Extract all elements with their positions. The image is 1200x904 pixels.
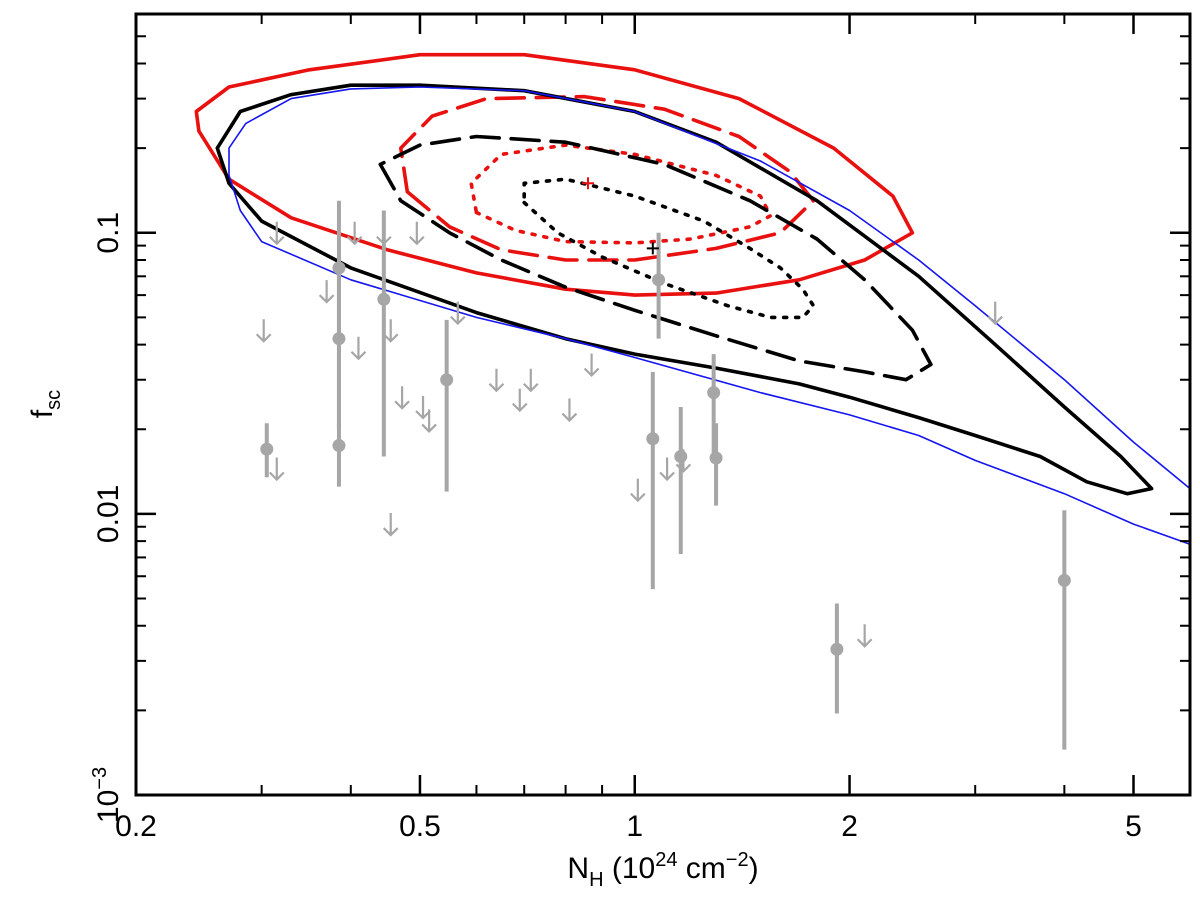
upper-limit-arrow-19 <box>583 353 600 378</box>
best-fit-marker-1 <box>582 177 595 190</box>
detection-point-12 <box>830 642 844 656</box>
red-contour-3-solid <box>194 52 915 297</box>
upper-limit-arrow-14 <box>450 301 466 326</box>
y-tick-label-2: 0.01 <box>92 485 125 543</box>
x-axis-title-pre: (10 <box>604 852 656 885</box>
upper-limit-arrow-8 <box>382 319 399 343</box>
red-contour-1-dotted <box>469 143 773 245</box>
upper-limit-arrow-21 <box>659 457 675 482</box>
y-axis-title-base: f <box>26 409 59 418</box>
detection-point-10 <box>707 386 721 400</box>
upper-limit-arrow-3 <box>268 457 285 482</box>
upper-limit-arrow-10 <box>409 221 425 246</box>
x-axis-title-sub: H <box>589 869 603 891</box>
detection-point-9 <box>674 449 688 463</box>
upper-limit-arrow-24 <box>987 301 1003 326</box>
y-axis-title: fsc <box>26 390 65 418</box>
detection-point-13 <box>1057 573 1071 587</box>
black-contour-1-dotted <box>522 177 816 320</box>
upper-limit-arrow-13 <box>421 409 437 433</box>
detection-point-3 <box>332 332 346 346</box>
upper-limit-arrow-17 <box>523 368 539 393</box>
upper-limit-arrow-1 <box>268 221 285 246</box>
x-axis-title-sup2: −2 <box>726 849 749 871</box>
x-tick-label-3: 1 <box>626 810 643 843</box>
best-fit-marker-2 <box>646 242 659 255</box>
upper-limit-arrow-18 <box>561 398 578 423</box>
upper-limit-arrow-16 <box>511 388 528 413</box>
upper-limit-arrow-9 <box>382 513 399 537</box>
data-points-layer <box>255 177 1071 750</box>
x-tick-label-5: 5 <box>1125 810 1142 843</box>
x-axis-title-sup: 24 <box>655 849 677 871</box>
detection-point-4 <box>332 439 346 453</box>
detection-point-1 <box>260 442 274 456</box>
x-axis-title-post: cm <box>677 852 725 885</box>
upper-limit-arrow-12 <box>415 395 431 420</box>
x-axis-title-base: N <box>567 852 589 885</box>
y-tick-label-1: 0.1 <box>92 212 125 254</box>
upper-limit-arrow-20 <box>630 478 646 503</box>
detection-point-8 <box>646 432 660 446</box>
upper-limit-arrow-6 <box>350 336 367 361</box>
upper-limit-arrow-23 <box>856 624 873 648</box>
upper-limit-arrow-7 <box>376 221 392 246</box>
y-axis-title-sub: sc <box>43 390 65 410</box>
x-axis-title: NH (1024 cm−2) <box>567 849 758 891</box>
upper-limit-arrow-2 <box>255 319 272 343</box>
upper-limit-arrow-22 <box>675 449 692 473</box>
black-contour-2-dashed <box>378 134 933 382</box>
x-tick-label-2: 0.5 <box>399 810 441 843</box>
plot-frame <box>134 12 1192 797</box>
x-tick-label-4: 2 <box>841 810 858 843</box>
upper-limit-arrow-15 <box>488 368 505 393</box>
detection-point-5 <box>377 292 391 306</box>
upper-limit-arrow-4 <box>318 280 335 304</box>
x-axis-title-end: ) <box>749 852 759 885</box>
blue-limit-curve <box>228 86 1191 545</box>
detection-point-11 <box>709 451 723 465</box>
contour-layer <box>194 52 1191 545</box>
upper-limit-arrow-5 <box>346 221 363 246</box>
y-tick-label-3: 10−3 <box>89 767 125 823</box>
upper-limit-arrow-11 <box>394 386 410 410</box>
red-contour-2-dashed <box>399 94 816 262</box>
detection-point-6 <box>440 373 454 387</box>
x-tick-label-1: 0.2 <box>115 810 157 843</box>
detection-point-7 <box>652 273 666 287</box>
axes-layer: 0.2 0.5 1 2 5 0.1 0.01 10−3 <box>89 14 1191 843</box>
